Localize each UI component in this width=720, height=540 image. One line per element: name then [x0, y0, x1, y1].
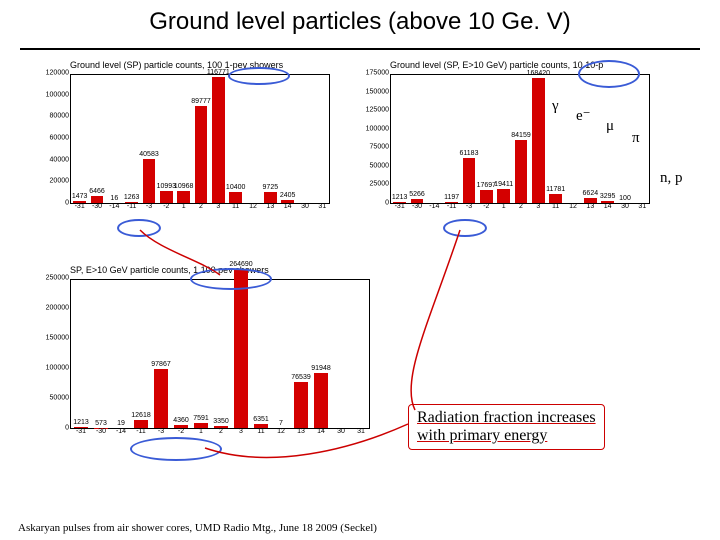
chart3-plot: 0500001000001500002000002500001213573191… [70, 279, 370, 429]
bar-value-label: 6351 [253, 416, 269, 423]
bar-value-label: 6624 [583, 190, 599, 197]
bar-value-label: 9725 [263, 184, 279, 191]
bar-value-label: 7 [279, 420, 283, 427]
bar [229, 192, 241, 203]
bar [497, 189, 509, 203]
bar [177, 191, 189, 203]
bar [314, 373, 328, 428]
bar [234, 269, 248, 428]
bar-value-label: 11781 [546, 186, 565, 193]
bar [143, 159, 155, 203]
bar-value-label: 2405 [280, 192, 296, 199]
chart2-title: Ground level (SP, E>10 GeV) particle cou… [390, 60, 650, 70]
title-divider [20, 48, 700, 50]
chart3-title: SP, E>10 GeV particle counts, 1 100 pev … [70, 265, 370, 275]
radiation-note-line1: Radiation fraction increases [417, 409, 596, 426]
bar-value-label: 1197 [444, 194, 459, 201]
bar-value-label: 116771 [207, 69, 230, 76]
bar-value-label: 264690 [229, 261, 252, 268]
bar-value-label: 10400 [226, 184, 245, 191]
bar-value-label: 89777 [191, 98, 210, 105]
bar [134, 420, 148, 428]
hand-circle-annotation [117, 219, 161, 237]
bar-value-label: 19 [117, 420, 125, 427]
label-electron: e⁻ [576, 106, 591, 125]
label-gamma: γ [552, 98, 559, 115]
bar-value-label: 573 [95, 420, 107, 427]
bar [463, 158, 475, 203]
bar [212, 77, 224, 204]
slide-title: Ground level particles (above 10 Ge. V) [0, 8, 720, 36]
bar-value-label: 7591 [193, 415, 209, 422]
bar [91, 196, 103, 203]
bar-value-label: 61183 [460, 150, 479, 157]
bar-value-label: 91948 [311, 365, 330, 372]
radiation-note-line2: with primary energy [417, 427, 547, 444]
bar-value-label: 1263 [124, 194, 140, 201]
bar [195, 106, 207, 203]
hand-circle-annotation [130, 437, 222, 461]
bar-value-label: 40583 [139, 151, 158, 158]
bar-value-label: 100 [619, 195, 631, 202]
bar-value-label: 84159 [511, 132, 530, 139]
bar [154, 369, 168, 428]
bar-value-label: 1213 [73, 419, 89, 426]
bar [515, 140, 527, 203]
bar-value-label: 97867 [151, 361, 170, 368]
radiation-note: Radiation fraction increases with primar… [408, 404, 605, 450]
bar-value-label: 3350 [213, 418, 229, 425]
bar-value-label: 5266 [409, 191, 425, 198]
bar-value-label: 4360 [173, 417, 189, 424]
bar [160, 191, 172, 203]
hand-circle-annotation [443, 219, 487, 237]
chart-top-left: Ground level (SP) particle counts, 100 1… [70, 60, 330, 204]
bar [480, 190, 492, 203]
chart2-plot: 0250005000075000100000125000150000175000… [390, 74, 650, 204]
label-np: n, p [660, 170, 683, 187]
label-mu: μ [606, 118, 614, 135]
bar [532, 78, 544, 203]
footer-text: Askaryan pulses from air shower cores, U… [18, 522, 377, 534]
bar [294, 382, 308, 428]
bar-value-label: 19411 [494, 181, 513, 188]
bar [549, 194, 561, 203]
label-pi: π [632, 130, 640, 147]
bar [264, 192, 276, 203]
bar-value-label: 1213 [392, 194, 408, 201]
bar-value-label: 16 [110, 195, 118, 202]
chart1-plot: 0200004000060000800001000001200001473646… [70, 74, 330, 204]
bar-value-label: 168420 [527, 70, 550, 77]
bar-value-label: 10968 [174, 183, 193, 190]
bar-value-label: 6466 [89, 188, 105, 195]
bar-value-label: 12618 [131, 412, 150, 419]
bar-value-label: 17697 [477, 182, 496, 189]
chart1-title: Ground level (SP) particle counts, 100 1… [70, 60, 330, 70]
bar-value-label: 1473 [72, 193, 88, 200]
bar-value-label: 76539 [291, 374, 310, 381]
bar-value-label: 3295 [600, 193, 616, 200]
chart-bottom: SP, E>10 GeV particle counts, 1 100 pev … [70, 265, 370, 429]
